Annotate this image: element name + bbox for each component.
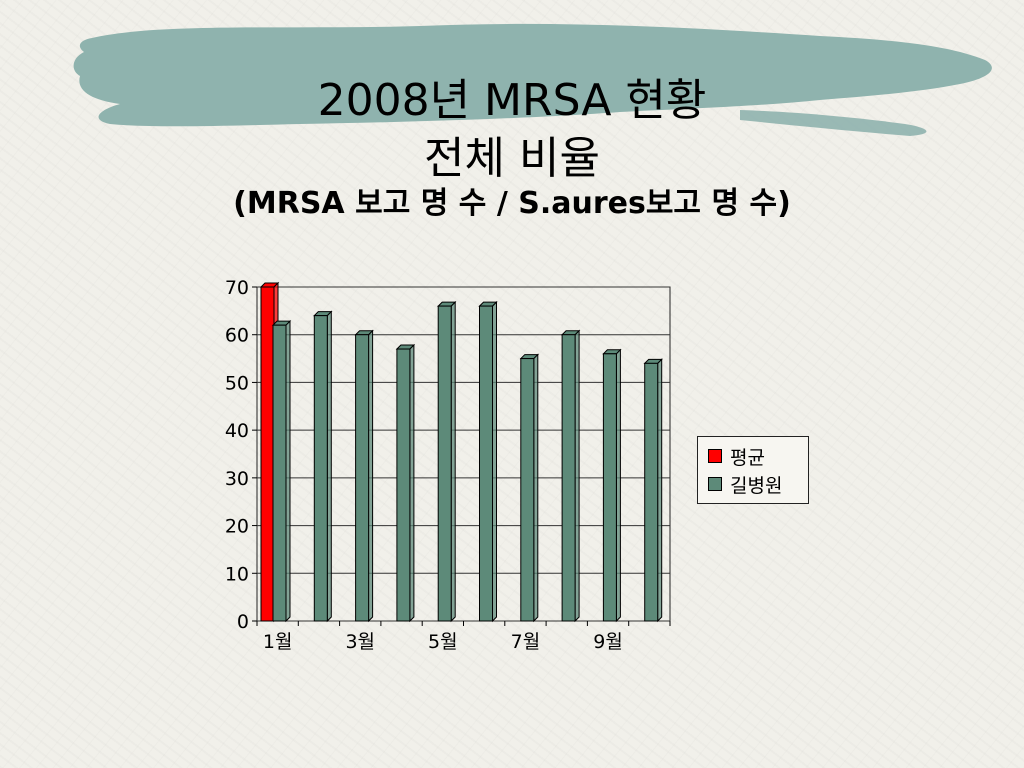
bar-face [602,353,617,622]
bar-hospital [395,343,416,623]
y-axis-ticks: 0 10 20 30 40 50 60 70 [225,277,249,633]
bar-face [272,324,287,622]
bar-hospital [271,319,292,623]
x-tick-label: 9월 [593,631,623,653]
bar-face [561,334,576,622]
bar-hospital [478,300,498,623]
bar-hospital [354,329,374,623]
legend-swatch-avg [708,449,722,463]
bar-hospital [643,358,663,623]
bar-side [533,353,539,623]
y-tick-label: 20 [225,516,249,538]
y-tick-label: 50 [225,372,249,394]
y-tick-label: 30 [225,468,249,490]
bar-side [615,348,621,623]
bar-hospital [602,348,622,623]
x-tick-label: 7월 [511,631,541,653]
slide-subtitle: (MRSA 보고 명 수 / S.aures보고 명 수) [233,186,791,221]
slide-title-line2: 전체 비율 [424,133,600,184]
brush-stroke-banner [73,23,992,136]
y-tick-label: 60 [225,325,249,347]
bar-face [437,305,452,622]
bars [259,281,663,623]
y-tick-label: 40 [225,420,249,442]
x-tick-label: 5월 [428,631,458,653]
y-tick-label: 70 [225,277,249,299]
legend-item-hospital: 길병원 [708,473,783,497]
chart-legend: 평균 길병원 [697,436,809,504]
legend-item-avg: 평균 [708,445,765,469]
bar-side [368,329,374,623]
legend-label-hospital: 길병원 [730,474,783,497]
legend-swatch-hospital [708,477,722,491]
bar-side [492,300,497,623]
bar-face [355,334,370,622]
y-tick-label: 0 [237,611,249,633]
bar-hospital [519,353,540,623]
bar-hospital [560,329,581,623]
bar-face [520,358,535,622]
bar-side [450,300,456,623]
bar-hospital [313,310,333,623]
bar-face [260,286,275,622]
legend-label-avg: 평균 [730,446,765,469]
bar-face [644,362,659,622]
bar-side [326,310,332,623]
bar-side [285,319,291,623]
bar-face [396,348,411,622]
bar-side [657,358,663,623]
slide-title: 2008년 MRSA 현황 [317,75,707,126]
bar-face [313,315,328,622]
bar-face [479,305,493,622]
y-tick-label: 10 [225,563,249,585]
x-tick-label: 3월 [345,631,375,653]
x-tick-label: 1월 [263,631,293,653]
x-axis-ticks: 1월 3월 5월 7월 9월 [263,631,623,653]
bar-side [409,343,415,623]
bar-side [574,329,580,623]
bar-hospital [436,300,457,623]
